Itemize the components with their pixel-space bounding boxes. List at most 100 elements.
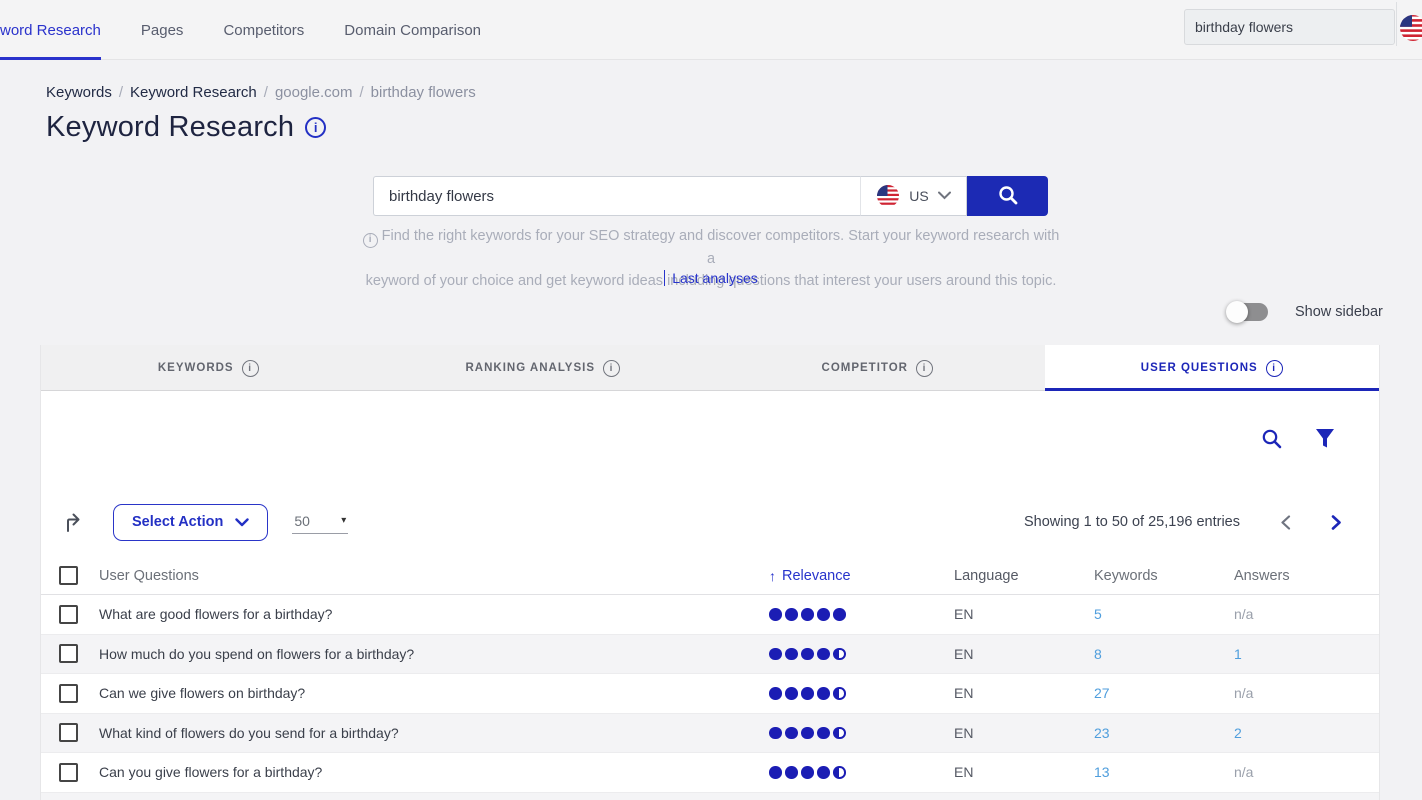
row-checkbox[interactable] xyxy=(59,683,78,703)
breadcrumb-separator: / xyxy=(118,84,124,101)
col-header-user-questions[interactable]: User Questions xyxy=(99,567,199,584)
col-header-relevance[interactable]: ↑ Relevance xyxy=(769,568,954,584)
relevance-dot xyxy=(833,647,846,660)
col-header-language[interactable]: Language xyxy=(954,567,1019,584)
relevance-dots xyxy=(769,687,954,700)
breadcrumb-keywords[interactable]: Keywords xyxy=(46,84,112,101)
row-question: Can you give flowers for a birthday? xyxy=(99,764,323,781)
relevance-dots xyxy=(769,766,954,779)
relevance-dot xyxy=(833,608,846,621)
user-questions-table: User Questions ↑ Relevance Language Keyw… xyxy=(41,557,1379,793)
row-keywords[interactable]: 8 xyxy=(1094,645,1102,662)
row-checkbox[interactable] xyxy=(59,762,78,782)
relevance-dot xyxy=(785,647,798,660)
tab-info-icon[interactable]: i xyxy=(241,359,259,377)
prev-page-icon[interactable] xyxy=(1280,515,1291,530)
nav-item-keyword-research[interactable]: word Research xyxy=(0,0,101,60)
breadcrumb-google-com[interactable]: google.com xyxy=(274,84,353,101)
breadcrumb-separator: / xyxy=(263,84,268,101)
nav-item-label: Pages xyxy=(140,21,184,39)
relevance-dots xyxy=(769,726,954,739)
nav-item-label: word Research xyxy=(0,21,101,39)
table-row[interactable]: What kind of flowers do you send for a b… xyxy=(41,713,1379,753)
col-header-keywords[interactable]: Keywords xyxy=(1094,567,1158,584)
relevance-dots xyxy=(769,647,954,660)
tab-info-icon[interactable]: i xyxy=(1265,359,1283,377)
breadcrumb-separator: / xyxy=(359,84,364,101)
showing-entries-text: Showing 1 to 50 of 25,196 entries xyxy=(1023,514,1240,530)
page-size-select[interactable]: 50 ▾ xyxy=(292,511,349,534)
table-row[interactable]: Can you give flowers for a birthday? EN … xyxy=(41,753,1379,793)
title-info-icon[interactable]: i xyxy=(305,117,327,138)
row-keywords[interactable]: 27 xyxy=(1094,685,1110,702)
relevance-dot xyxy=(801,766,814,779)
toggle-knob xyxy=(1226,301,1248,323)
tab-label: RANKING ANALYSIS xyxy=(465,362,596,374)
relevance-dot xyxy=(785,608,798,621)
filter-icon[interactable] xyxy=(1315,428,1337,450)
row-answers[interactable]: 1 xyxy=(1234,645,1242,662)
row-answers: n/a xyxy=(1234,764,1254,781)
breadcrumb: Keywords / Keyword Research / google.com… xyxy=(46,84,476,101)
row-checkbox[interactable] xyxy=(59,604,78,624)
breadcrumb-birthday-flowers: birthday flowers xyxy=(370,84,476,101)
relevance-dot xyxy=(769,726,782,739)
table-row[interactable]: How much do you spend on flowers for a b… xyxy=(41,634,1379,674)
nav-item-competitors[interactable]: Competitors xyxy=(223,0,304,60)
search-button[interactable] xyxy=(967,176,1048,216)
relevance-dot xyxy=(817,608,830,621)
nav-item-domain-comparison[interactable]: Domain Comparison xyxy=(344,0,481,60)
tab-info-icon[interactable]: i xyxy=(915,359,933,377)
topbar-divider xyxy=(1396,2,1397,46)
us-flag-icon[interactable] xyxy=(1399,14,1422,42)
relevance-dot xyxy=(801,608,814,621)
export-icon[interactable] xyxy=(63,510,87,534)
relevance-dot xyxy=(801,687,814,700)
country-code: US xyxy=(909,188,929,204)
row-language: EN xyxy=(954,724,974,741)
breadcrumb-keyword-research[interactable]: Keyword Research xyxy=(130,84,257,101)
tab-user-questions[interactable]: USER QUESTIONS i xyxy=(1044,345,1379,391)
relevance-dot xyxy=(785,687,798,700)
row-keywords[interactable]: 13 xyxy=(1094,764,1110,781)
row-keywords[interactable]: 23 xyxy=(1094,724,1110,741)
topbar-search-input[interactable] xyxy=(1185,19,1394,35)
col-header-label: Relevance xyxy=(782,567,851,584)
row-language: EN xyxy=(954,606,974,623)
keyword-search-input[interactable] xyxy=(373,176,860,216)
tab-ranking-analysis[interactable]: RANKING ANALYSIS i xyxy=(375,345,710,391)
row-checkbox[interactable] xyxy=(59,644,78,664)
table-row[interactable]: What are good flowers for a birthday? EN… xyxy=(41,595,1379,635)
chevron-down-icon xyxy=(937,187,951,205)
show-sidebar-toggle[interactable] xyxy=(1226,301,1268,323)
tab-competitor[interactable]: COMPETITOR i xyxy=(710,345,1045,391)
next-page-icon[interactable] xyxy=(1331,515,1342,530)
row-language: EN xyxy=(954,764,974,781)
select-all-checkbox[interactable] xyxy=(59,566,78,585)
tab-label: KEYWORDS xyxy=(157,362,234,374)
select-action-button[interactable]: Select Action xyxy=(113,503,269,541)
row-answers: n/a xyxy=(1234,685,1254,702)
show-sidebar-label: Show sidebar xyxy=(1295,304,1383,320)
table-search-icon[interactable] xyxy=(1261,428,1283,450)
sort-asc-icon: ↑ xyxy=(769,567,776,584)
active-nav-underline xyxy=(0,57,101,60)
tab-keywords[interactable]: KEYWORDS i xyxy=(41,345,376,391)
relevance-dot xyxy=(785,766,798,779)
description-line-1: Find the right keywords for your SEO str… xyxy=(381,228,1060,267)
country-select[interactable]: US xyxy=(860,176,967,216)
relevance-dot xyxy=(785,726,798,739)
description-line-2: keyword of your choice and get keyword i… xyxy=(365,272,1057,289)
nav-item-pages[interactable]: Pages xyxy=(141,0,184,60)
tab-info-icon[interactable]: i xyxy=(603,359,621,377)
table-row[interactable]: Can we give flowers on birthday? EN 27 n… xyxy=(41,674,1379,714)
row-answers[interactable]: 2 xyxy=(1234,724,1242,741)
nav-item-label: Competitors xyxy=(223,21,305,39)
last-analyses-link[interactable]: Last analyses xyxy=(664,270,758,286)
row-question: Can we give flowers on birthday? xyxy=(99,685,306,702)
col-header-answers[interactable]: Answers xyxy=(1234,567,1290,584)
row-keywords[interactable]: 5 xyxy=(1094,606,1102,623)
relevance-dot xyxy=(801,647,814,660)
row-checkbox[interactable] xyxy=(59,723,78,743)
row-question: How much do you spend on flowers for a b… xyxy=(99,645,415,662)
